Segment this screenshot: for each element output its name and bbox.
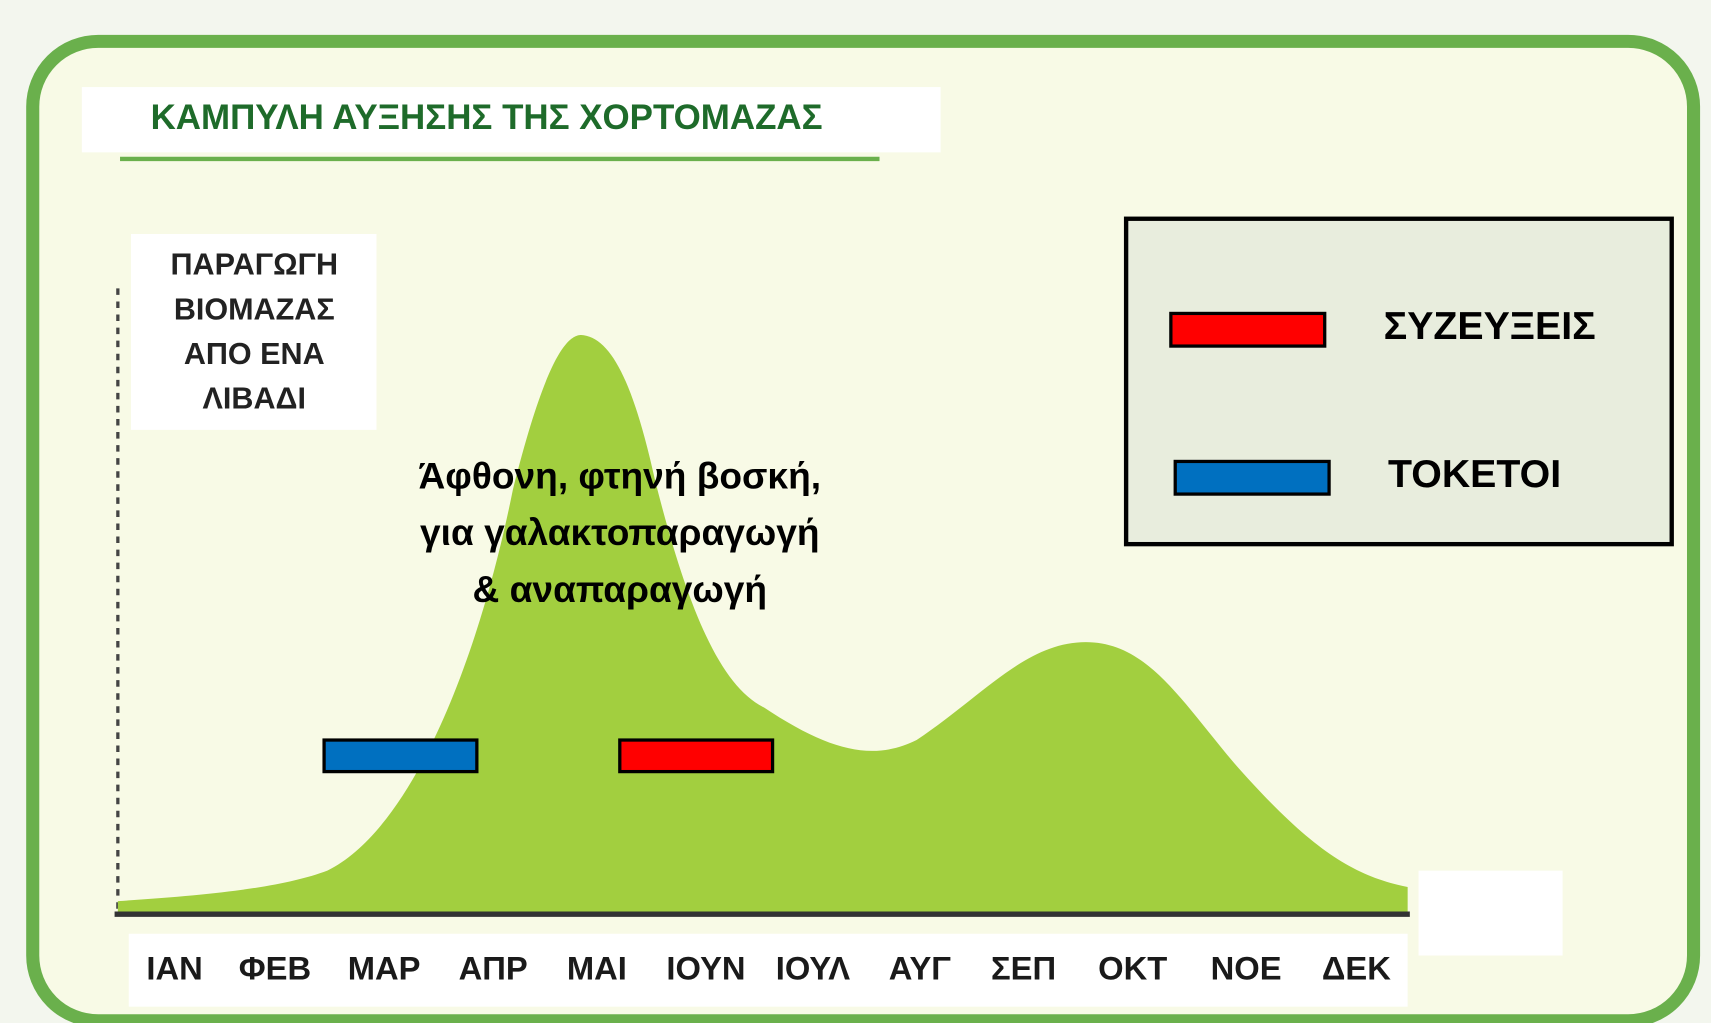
month-label: ΦΕΒ xyxy=(239,949,311,986)
month-label: ΜΑΡ xyxy=(348,949,421,986)
month-label: ΜΑΙ xyxy=(567,949,627,986)
month-label: ΝΟΕ xyxy=(1211,949,1282,986)
blank-box xyxy=(1418,870,1563,956)
month-label: ΑΥΓ xyxy=(889,949,952,986)
y-label-line: ΑΠΟ ΕΝΑ xyxy=(184,337,325,371)
annotation-line: Άφθονη, φτηνή βοσκή, xyxy=(419,455,822,497)
y-label-line: ΛΙΒΑΔΙ xyxy=(203,382,306,416)
month-label: ΙΟΥΝ xyxy=(666,949,745,986)
births-bar xyxy=(322,738,479,774)
y-label-line: ΠΑΡΑΓΩΓΗ xyxy=(170,248,338,282)
month-label: ΣΕΠ xyxy=(991,949,1056,986)
month-box xyxy=(128,933,1408,1007)
months: ΙΑΝ ΦΕΒ ΜΑΡ ΑΠΡ ΜΑΙ ΙΟΥΝ ΙΟΥΛ ΑΥΓ ΣΕΠ ΟΚΤ ΝΟΕ ΔΕΚ xyxy=(146,949,1391,986)
mating-bar xyxy=(618,738,775,774)
title-box xyxy=(81,87,941,153)
annotation-line: & αναπαραγωγή xyxy=(473,568,768,610)
month-label: ΔΕΚ xyxy=(1322,949,1391,986)
month-label: ΙΑΝ xyxy=(146,949,202,986)
legend: ΣΥΖΕΥΞΕΙΣ ΤΟΚΕΤΟΙ xyxy=(1169,304,1596,496)
legend-label: ΤΟΚΕΤΟΙ xyxy=(1388,452,1561,496)
legend-swatch xyxy=(1169,311,1327,348)
title: ΚΑΜΠΥΛΗ ΑΥΞΗΣΗΣ ΤΗΣ ΧΟΡΤΟΜΑΖΑΣ xyxy=(151,98,823,137)
y-label-line: ΒΙΟΜΑΖΑΣ xyxy=(174,292,335,326)
month-label: ΙΟΥΛ xyxy=(776,949,851,986)
y-label: ΠΑΡΑΓΩΓΗ ΒΙΟΜΑΖΑΣ ΑΠΟ ΕΝΑ ΛΙΒΑΔΙ xyxy=(170,248,338,416)
annotation: Άφθονη, φτηνή βοσκή, για γαλακτοπαραγωγή &… xyxy=(419,455,822,610)
legend-label: ΣΥΖΕΥΞΕΙΣ xyxy=(1384,304,1596,348)
legend-swatch xyxy=(1173,459,1331,496)
annotation-line: για γαλακτοπαραγωγή xyxy=(420,511,819,553)
y-label-box xyxy=(130,233,377,430)
month-label: ΑΠΡ xyxy=(459,949,528,986)
month-label: ΟΚΤ xyxy=(1098,949,1167,986)
